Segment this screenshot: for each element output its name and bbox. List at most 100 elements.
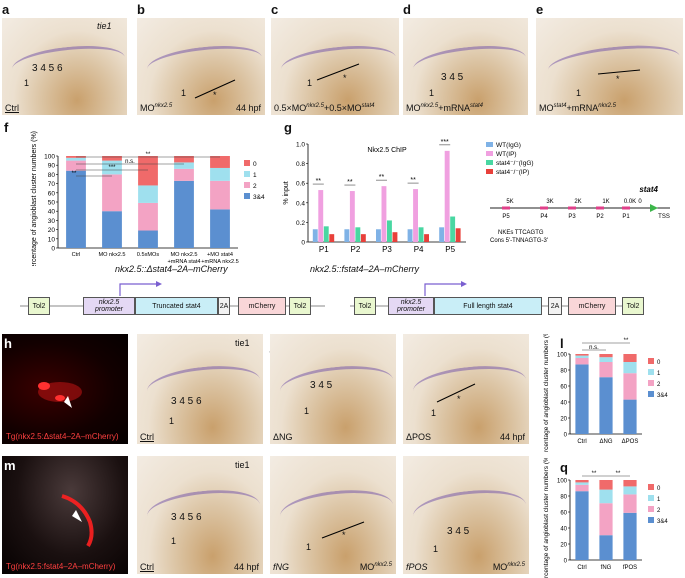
gene-map-site-label: TSS [658, 214, 670, 220]
legend-swatch [648, 369, 654, 375]
legend-swatch [486, 169, 493, 174]
2a-box-right: 2A [548, 297, 562, 315]
bar-segment [575, 355, 589, 358]
bar-segment [138, 185, 158, 203]
legend-label: 0 [657, 486, 661, 492]
bar-segment [623, 354, 637, 362]
bottom-label-c: 0.5×MOnkx2.5+0.5×MOstat4 [274, 103, 375, 113]
bar [312, 229, 318, 242]
y-tick-label: 100 [557, 479, 568, 485]
legend-swatch [648, 380, 654, 386]
y-tick-label: 30 [48, 218, 56, 225]
gene-map-title: stat4 [639, 185, 658, 194]
bottom-label-o: fNG [273, 562, 290, 572]
marker-1-j: 1 [304, 406, 310, 416]
legend-label: 1 [253, 172, 257, 179]
bar [392, 232, 398, 242]
gene-map-site [502, 206, 510, 210]
legend-swatch [244, 171, 250, 177]
y-tick-label: 40 [48, 209, 56, 216]
bottom-label-n: Ctrl [140, 562, 154, 572]
significance-label: ** [616, 471, 621, 477]
construct-left: nkx2.5::Δstat4–2A–mCherry Tol2 nkx2.5 pr… [0, 264, 330, 330]
panel-letter-f: f [4, 120, 9, 135]
ish-panel-p: 3 4 5 1 fPOS MOnkx2.5 [403, 456, 529, 574]
panel-letter-a: a [2, 2, 10, 17]
stage-n: 44 hpf [233, 562, 259, 572]
x-tick-label: P5 [445, 245, 455, 254]
bar-segment [623, 399, 637, 434]
bar-segment [623, 512, 637, 560]
chart-title: Nkx2.5 ChIP [367, 147, 407, 154]
ish-panel-k: * 1 ΔPOS 44 hpf [403, 334, 529, 444]
x-tick-label: +mRNA stat4 [167, 259, 200, 265]
y-tick-label: 0.2 [296, 220, 305, 227]
bar-segment [599, 362, 613, 378]
y-tick-label: 10 [48, 236, 56, 243]
cluster-numbers-a: 3 4 5 6 [32, 63, 63, 74]
marker-1-c: 1 [307, 78, 313, 88]
bracket-e [597, 69, 641, 75]
bottom-label-e: MOstat4+mRNAnkx2.5 [539, 103, 616, 113]
bar-segment [575, 358, 589, 365]
significance-label: ** [624, 338, 629, 344]
promoter-box-left: nkx2.5 promoter [83, 297, 135, 315]
x-tick-label: 0.5xMOs [137, 252, 160, 258]
marker-1-k: 1 [431, 408, 437, 418]
y-tick-label: 0.8 [296, 161, 305, 168]
marker-1-i: 1 [169, 416, 175, 426]
ish-panel-a: tie1 3 4 5 6 1 Ctrl [2, 18, 127, 115]
bar-segment [575, 491, 589, 560]
legend-swatch [648, 391, 654, 397]
bar-segment [210, 156, 230, 168]
bar-segment [210, 167, 230, 181]
bracket-c [316, 63, 360, 81]
x-tick-label: MO nkx2.5 [170, 252, 197, 258]
star-k: * [457, 394, 461, 404]
panel-letter-q: q [560, 460, 568, 475]
bar-segment [623, 373, 637, 400]
cluster-numbers-i: 3 4 5 6 [171, 396, 202, 407]
legend-label: 1 [657, 497, 661, 503]
bar-segment [138, 202, 158, 231]
y-tick-label: 40 [560, 527, 567, 533]
gene-map-site [540, 206, 548, 210]
y-tick-label: 60 [560, 511, 567, 517]
significance-label: ** [146, 152, 151, 158]
gene-map-site-label: P4 [540, 214, 548, 220]
y-tick-label: 20 [48, 227, 56, 234]
bottom-label-j: ΔNG [273, 432, 293, 442]
bar [376, 229, 381, 242]
legend-swatch [648, 484, 654, 490]
panel-letter-m: m [4, 458, 16, 473]
ish-panel-n: tie1 3 4 5 6 1 Ctrl 44 hpf [137, 456, 263, 574]
panel-letter-l: l [560, 336, 564, 351]
bar [360, 234, 366, 242]
gene-map-position: 2K [574, 199, 581, 205]
ish-panel-i: tie1 3 4 5 6 1 Ctrl [137, 334, 263, 444]
y-tick-label: 90 [48, 163, 56, 170]
star-b: * [213, 90, 217, 100]
tol2-box-left: Tol2 [28, 297, 50, 315]
bracket-b [194, 79, 236, 99]
construct-left-title: nkx2.5::Δstat4–2A–mCherry [115, 264, 228, 274]
bar-segment [599, 377, 613, 434]
gene-label-a: tie1 [97, 21, 112, 31]
panel-letter-g: g [284, 120, 292, 135]
y-tick-label: 100 [557, 353, 568, 359]
x-tick-label: MO nkx2.5 [98, 252, 125, 258]
ish-panel-b: * 1 MOnkx2.5 44 hpf [137, 18, 265, 115]
nke-text: NKEs TTCAGTG [498, 230, 544, 236]
x-tick-label: Ctrl [577, 439, 586, 445]
legend-label: 3&4 [253, 194, 265, 201]
x-tick-label: Ctrl [72, 252, 81, 258]
x-tick-label: fNG [601, 565, 612, 571]
bar [387, 220, 392, 242]
y-tick-label: 0 [301, 240, 305, 247]
bracket-k [436, 383, 476, 403]
legend-label: stat4⁻/⁻(IgG) [496, 160, 534, 167]
legend-label: 0 [253, 161, 257, 168]
legend-swatch [486, 142, 493, 147]
legend-swatch [486, 151, 493, 156]
